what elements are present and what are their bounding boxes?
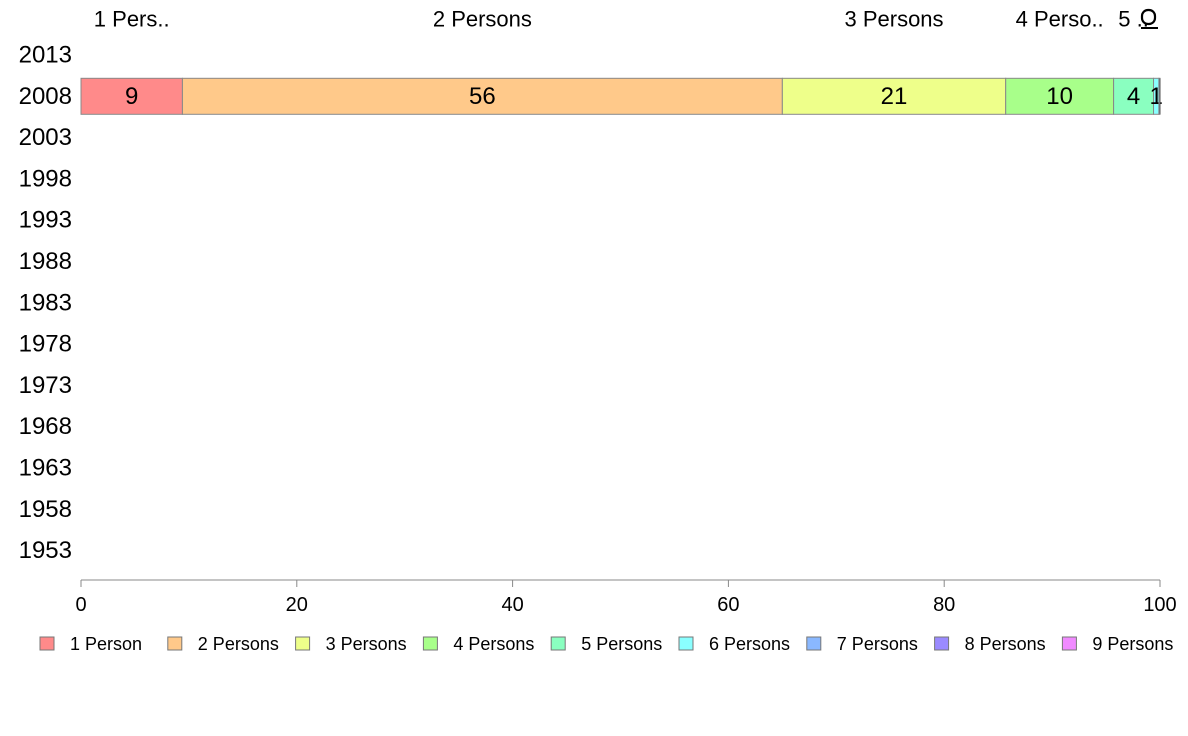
legend-swatch xyxy=(422,636,438,651)
legend-label: 3 Persons xyxy=(326,634,407,654)
x-tick-label: 100 xyxy=(1143,594,1176,616)
y-category-label: 2003 xyxy=(19,124,72,151)
legend-label: 8 Persons xyxy=(965,634,1046,654)
y-category-label: 1968 xyxy=(19,413,72,440)
y-category-label: 1983 xyxy=(19,289,72,316)
data-label: 9 xyxy=(125,83,138,110)
x-tick-label: 0 xyxy=(75,594,86,616)
legend-swatch xyxy=(167,636,183,651)
x-tick-label: 60 xyxy=(717,594,739,616)
y-category-label: 2008 xyxy=(19,83,72,110)
top-label-overlap-glyph xyxy=(1140,8,1157,26)
y-category-label: 1953 xyxy=(19,537,72,564)
x-tick-label: 40 xyxy=(501,594,523,616)
legend-swatch xyxy=(1061,636,1077,651)
y-category-label: 1963 xyxy=(19,455,72,482)
top-segment-label: 4 Perso.. xyxy=(1016,7,1104,32)
y-category-label: 1958 xyxy=(19,496,72,523)
bar-segment[interactable] xyxy=(181,77,783,115)
legend-label: 5 Persons xyxy=(581,634,662,654)
legend-label: 9 Persons xyxy=(1092,634,1173,654)
y-category-label: 1973 xyxy=(19,372,72,399)
legend-swatch xyxy=(934,636,950,651)
y-category-label: 1988 xyxy=(19,248,72,275)
data-label: 1 xyxy=(1150,83,1163,110)
legend-label: 1 Person xyxy=(70,634,142,654)
legend-swatch xyxy=(39,636,55,651)
y-category-label: 1978 xyxy=(19,331,72,358)
top-segment-label: 1 Pers.. xyxy=(94,7,170,32)
bar-segment[interactable] xyxy=(80,77,183,115)
x-tick-label: 80 xyxy=(933,594,955,616)
data-label: 56 xyxy=(469,83,496,110)
legend-swatch xyxy=(806,636,822,651)
data-label: 4 xyxy=(1127,83,1140,110)
legend-swatch xyxy=(550,636,566,651)
data-label: 10 xyxy=(1046,83,1073,110)
y-category-label: 2013 xyxy=(19,42,72,69)
y-category-label: 1998 xyxy=(19,165,72,192)
legend-label: 4 Persons xyxy=(453,634,534,654)
legend-label: 6 Persons xyxy=(709,634,790,654)
y-category-label: 1993 xyxy=(19,207,72,234)
legend-swatch xyxy=(295,636,311,651)
bar-segment[interactable] xyxy=(1113,77,1155,115)
legend-label: 2 Persons xyxy=(198,634,279,654)
bar-segment[interactable] xyxy=(781,77,1007,115)
legend-label: 7 Persons xyxy=(837,634,918,654)
data-label: 21 xyxy=(881,83,908,110)
x-tick-label: 20 xyxy=(286,594,308,616)
top-segment-label: 3 Persons xyxy=(844,7,943,32)
top-segment-label: 2 Persons xyxy=(433,7,532,32)
legend-swatch xyxy=(678,636,694,651)
